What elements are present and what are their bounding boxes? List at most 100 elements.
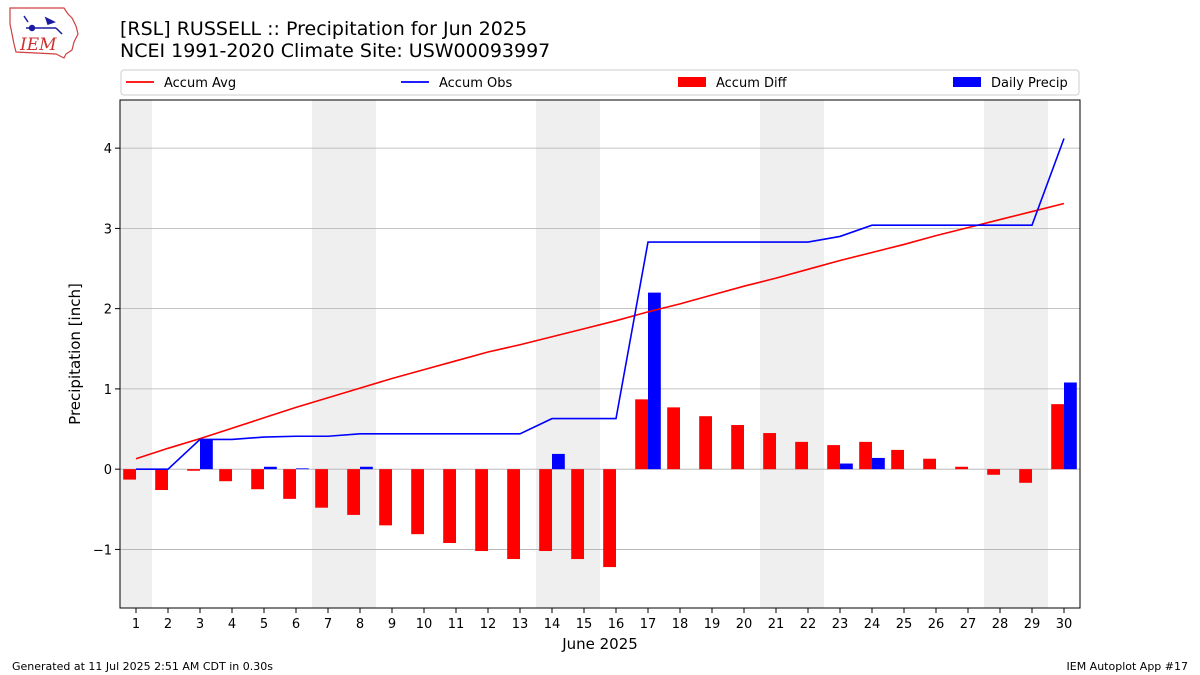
accum-diff-bar bbox=[955, 466, 968, 470]
x-tick-label: 6 bbox=[292, 617, 300, 632]
daily-precip-bar bbox=[360, 466, 373, 470]
accum-diff-bar bbox=[635, 399, 648, 470]
x-tick-label: 3 bbox=[196, 617, 204, 632]
legend-swatch-daily-precip bbox=[953, 77, 981, 87]
x-tick-label: 26 bbox=[928, 617, 945, 632]
y-tick-label: 3 bbox=[104, 222, 112, 237]
daily-precip-bar bbox=[1064, 382, 1077, 470]
accum-diff-bar bbox=[347, 469, 360, 515]
accum-diff-bar bbox=[411, 469, 424, 535]
y-tick-label: −1 bbox=[93, 543, 112, 558]
legend-label: Accum Avg bbox=[164, 76, 236, 91]
accum-diff-bar bbox=[667, 407, 680, 470]
x-tick-label: 20 bbox=[736, 617, 753, 632]
legend-label: Accum Obs bbox=[439, 76, 512, 91]
accum-diff-bar bbox=[539, 469, 552, 552]
accum-diff-bar bbox=[827, 445, 840, 470]
lines bbox=[135, 138, 1065, 470]
daily-precip-bar bbox=[296, 468, 309, 470]
weekend-band bbox=[984, 100, 1048, 608]
accum-diff-bar bbox=[731, 425, 744, 470]
chart-title: [RSL] RUSSELL :: Precipitation for Jun 2… bbox=[120, 18, 528, 40]
x-tick-label: 4 bbox=[228, 617, 236, 632]
y-tick-label: 0 bbox=[104, 463, 112, 478]
accum-diff-bar bbox=[923, 458, 936, 470]
x-tick-label: 21 bbox=[768, 617, 785, 632]
accum-diff-bar bbox=[379, 469, 392, 526]
x-tick-label: 11 bbox=[448, 617, 465, 632]
x-tick-label: 10 bbox=[416, 617, 433, 632]
generated-timestamp: Generated at 11 Jul 2025 2:51 AM CDT in … bbox=[12, 660, 273, 673]
weekend-band bbox=[312, 100, 376, 608]
plot-frame bbox=[119, 99, 1081, 609]
bars bbox=[123, 292, 1077, 568]
accum-diff-bar bbox=[507, 469, 520, 560]
x-tick-label: 27 bbox=[960, 617, 977, 632]
x-tick-label: 30 bbox=[1056, 617, 1073, 632]
accum-diff-bar bbox=[283, 469, 296, 499]
x-tick-label: 28 bbox=[992, 617, 1009, 632]
weather-station-icon bbox=[23, 15, 63, 35]
chart-subtitle: NCEI 1991-2020 Climate Site: USW00093997 bbox=[120, 40, 551, 62]
x-tick-label: 1 bbox=[132, 617, 140, 632]
x-axis-label: June 2025 bbox=[561, 635, 638, 653]
accum-diff-bar bbox=[315, 469, 328, 508]
x-tick-label: 23 bbox=[832, 617, 849, 632]
x-tick-label: 16 bbox=[608, 617, 625, 632]
accum-diff-bar bbox=[123, 469, 136, 480]
accum-diff-bar bbox=[187, 469, 200, 471]
accum-diff-bar bbox=[603, 469, 616, 568]
accum-obs-line bbox=[136, 138, 1065, 470]
accum-diff-bar bbox=[443, 469, 456, 543]
x-tick-label: 2 bbox=[164, 617, 172, 632]
daily-precip-bar bbox=[648, 292, 661, 470]
x-tick-label: 7 bbox=[324, 617, 332, 632]
x-tick-label: 12 bbox=[480, 617, 497, 632]
accum-diff-bar bbox=[1019, 469, 1032, 483]
daily-precip-bar bbox=[552, 453, 565, 470]
daily-precip-bar bbox=[264, 466, 277, 470]
x-tick-label: 5 bbox=[260, 617, 268, 632]
y-axis-label: Precipitation [inch] bbox=[66, 283, 84, 425]
x-tick-label: 8 bbox=[356, 617, 364, 632]
x-tick-label: 22 bbox=[800, 617, 817, 632]
y-tick-label: 1 bbox=[104, 383, 112, 398]
x-tick-label: 25 bbox=[896, 617, 913, 632]
x-tick-label: 19 bbox=[704, 617, 721, 632]
accum-diff-bar bbox=[155, 469, 168, 491]
accum-diff-bar bbox=[763, 433, 776, 470]
accum-diff-bar bbox=[571, 469, 584, 560]
legend-swatch-accum-diff bbox=[678, 77, 706, 87]
accum-diff-bar bbox=[987, 469, 1000, 475]
x-tick-label: 24 bbox=[864, 617, 881, 632]
iem-logo: IEM bbox=[9, 7, 79, 59]
legend-label: Accum Diff bbox=[716, 76, 788, 91]
iowa-map-outline bbox=[9, 7, 79, 59]
accum-diff-bar bbox=[1051, 404, 1064, 470]
x-tick-label: 29 bbox=[1024, 617, 1041, 632]
x-tick-label: 17 bbox=[640, 617, 657, 632]
accum-diff-bar bbox=[699, 416, 712, 470]
weekend-band bbox=[760, 100, 824, 608]
y-tick-label: 2 bbox=[104, 303, 112, 318]
accum-diff-bar bbox=[859, 441, 872, 470]
legend-label: Daily Precip bbox=[991, 76, 1068, 91]
x-tick-label: 14 bbox=[544, 617, 561, 632]
accum-avg-line bbox=[135, 202, 1065, 460]
weekend-bands bbox=[120, 100, 1048, 608]
accum-diff-bar bbox=[475, 469, 488, 552]
daily-precip-bar bbox=[872, 457, 885, 470]
daily-precip-bar bbox=[840, 463, 853, 470]
gridlines bbox=[120, 147, 1080, 550]
accum-diff-bar bbox=[251, 469, 264, 490]
app-credit: IEM Autoplot App #17 bbox=[1066, 660, 1189, 673]
iem-logo-text: IEM bbox=[19, 35, 57, 55]
legend: Accum Avg Accum Obs Accum Diff Daily Precip bbox=[120, 69, 1080, 96]
accum-diff-bar bbox=[795, 441, 808, 470]
legend-frame bbox=[120, 69, 1080, 96]
y-tick-label: 4 bbox=[104, 142, 112, 157]
x-tick-label: 15 bbox=[576, 617, 593, 632]
x-tick-label: 13 bbox=[512, 617, 529, 632]
